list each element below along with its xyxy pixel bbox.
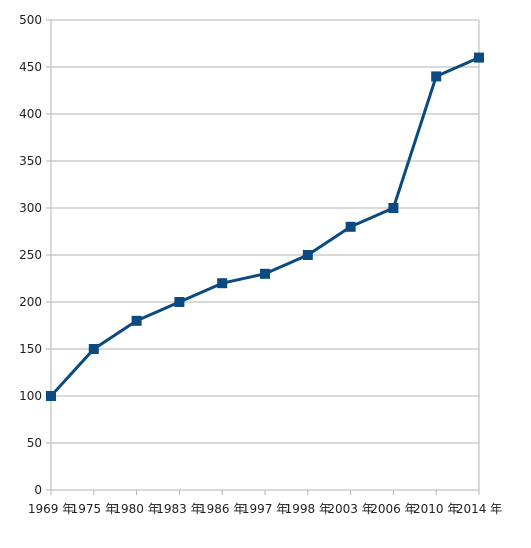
x-tick-label: 1997 年 (242, 502, 288, 516)
y-tick-label: 350 (19, 154, 42, 168)
data-point-marker (474, 52, 484, 63)
y-tick-labels: 0 50 100 150 200 250 300 350 400 450 500 (19, 13, 42, 497)
data-point-marker (260, 268, 270, 279)
x-tick-label: 2010 年 (413, 502, 459, 516)
y-tick-label: 400 (19, 107, 42, 121)
y-tick-label: 500 (19, 13, 42, 27)
y-tick-label: 300 (19, 201, 42, 215)
y-tick-label: 450 (19, 60, 42, 74)
y-tick-label: 250 (19, 248, 42, 262)
x-tick-label: 2003 年 (327, 502, 373, 516)
data-point-marker (88, 344, 99, 354)
y-tick-label: 0 (34, 483, 42, 497)
data-point-marker (302, 250, 313, 260)
data-point-marker (431, 71, 442, 82)
x-tick-label: 1983 年 (156, 502, 202, 516)
data-point-marker (345, 221, 356, 232)
data-point-marker (46, 391, 56, 401)
x-tick-label: 1998 年 (285, 502, 331, 516)
data-point-marker (174, 297, 185, 307)
grid-lines (51, 19, 479, 491)
series-line (49, 56, 480, 398)
data-point-marker (217, 278, 228, 289)
x-tick-label: 1975 年 (71, 502, 117, 516)
x-tick-label: 1986 年 (199, 502, 245, 516)
y-tick-label: 200 (19, 295, 42, 309)
axes (46, 19, 480, 495)
x-tick-label: 1969 年 (28, 502, 74, 516)
y-tick-label: 100 (19, 389, 42, 403)
data-point-marker (388, 203, 399, 213)
x-tick-label: 2006 年 (370, 502, 416, 516)
data-point-marker (131, 315, 142, 326)
y-tick-label: 150 (19, 342, 42, 356)
y-tick-label: 50 (27, 436, 42, 450)
x-tick-label: 1980 年 (113, 502, 159, 516)
x-tick-label: 2014 年 (456, 502, 502, 516)
series (46, 52, 484, 401)
